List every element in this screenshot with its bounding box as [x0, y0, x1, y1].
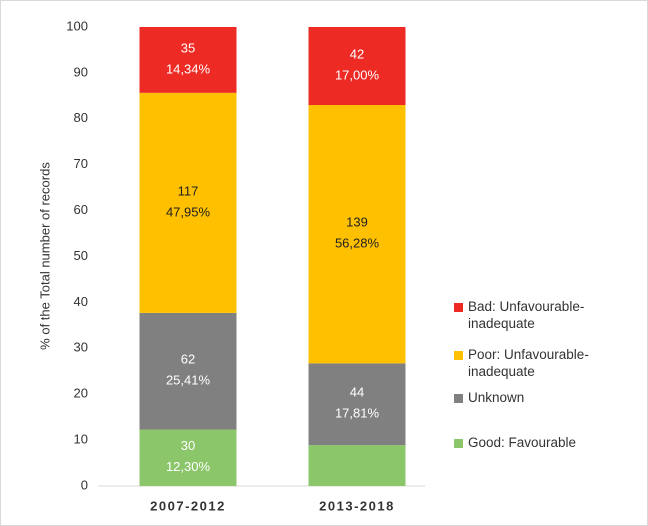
bar-segment [139, 92, 237, 313]
data-label-percent: 12,30% [166, 459, 211, 474]
x-tick-label: 2007-2012 [150, 498, 226, 513]
y-tick-label: 0 [81, 477, 88, 492]
legend-label: Good: Favourable [468, 435, 577, 450]
y-tick-label: 80 [74, 110, 88, 125]
bar-segment [308, 105, 406, 364]
data-label-count: 117 [178, 183, 199, 198]
y-tick-label: 40 [74, 294, 88, 309]
y-tick-label: 20 [74, 386, 88, 401]
y-tick-label: 70 [74, 156, 88, 171]
legend-label: Poor: Unfavourable-inadequate [468, 347, 589, 379]
y-tick-label: 50 [74, 248, 88, 263]
y-tick-label: 10 [74, 432, 88, 447]
legend-label: Bad: Unfavourable-inadequate [468, 299, 585, 331]
data-label-percent: 25,41% [166, 373, 211, 388]
y-axis-label: % of the Total number of records [37, 162, 52, 350]
bar-segment [139, 312, 237, 430]
legend-label: Unknown [468, 390, 525, 405]
y-tick-label: 30 [74, 340, 88, 355]
data-label-count: 44 [350, 385, 364, 400]
x-tick-label: 2013-2018 [319, 498, 395, 513]
data-label-percent: 17,81% [335, 406, 380, 421]
data-label-count: 139 [346, 215, 368, 230]
data-label-percent: 47,95% [166, 204, 211, 219]
legend-swatch [454, 351, 463, 360]
bar-segment [139, 429, 237, 486]
y-tick-label: 90 [74, 64, 88, 79]
legend-swatch [454, 439, 463, 448]
y-tick-label: 60 [74, 202, 88, 217]
data-label-count: 30 [181, 438, 195, 453]
data-label-count: 35 [181, 40, 195, 55]
data-label-percent: 17,00% [335, 67, 380, 82]
data-label-count: 42 [350, 46, 364, 61]
bar-segment [139, 27, 237, 93]
bar-segment [308, 27, 406, 106]
legend-swatch [454, 394, 463, 403]
bar-segment [308, 445, 406, 486]
data-label-count: 62 [181, 352, 195, 367]
bar-segment [308, 363, 406, 446]
data-label-percent: 56,28% [335, 236, 380, 251]
legend-swatch [454, 303, 463, 312]
y-tick-label: 100 [66, 18, 88, 33]
data-label-percent: 14,34% [166, 61, 211, 76]
